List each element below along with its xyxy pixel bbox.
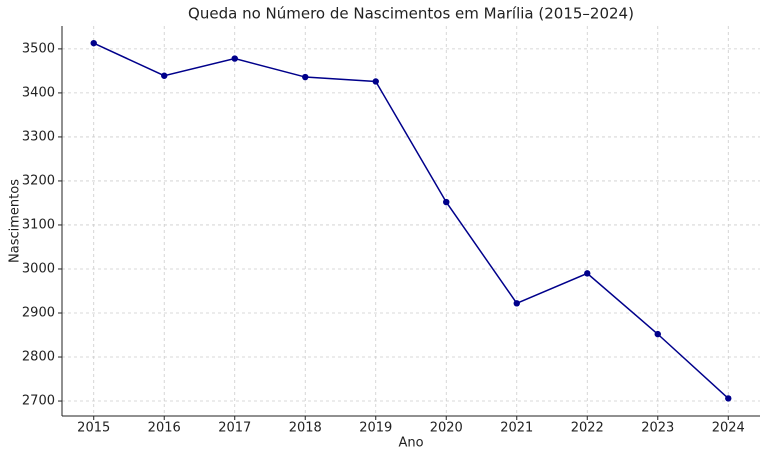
y-axis-label: Nascimentos bbox=[8, 179, 23, 263]
x-tick-label: 2020 bbox=[430, 421, 463, 436]
y-tick-label: 3400 bbox=[22, 85, 55, 100]
x-tick-label: 2019 bbox=[359, 421, 392, 436]
x-axis-label: Ano bbox=[398, 436, 423, 451]
data-point bbox=[161, 72, 168, 79]
y-tick-label: 2900 bbox=[22, 305, 55, 320]
data-point bbox=[443, 198, 450, 206]
y-tick-label: 2800 bbox=[22, 350, 55, 365]
y-tick-label: 3500 bbox=[22, 41, 55, 56]
data-point bbox=[90, 39, 97, 47]
x-tick-label: 2023 bbox=[641, 421, 674, 436]
y-tick-label: 3000 bbox=[22, 261, 55, 276]
y-tick-label: 3200 bbox=[22, 173, 55, 188]
data-point bbox=[513, 300, 520, 307]
x-tick-label: 2024 bbox=[712, 421, 745, 436]
x-tick-label: 2017 bbox=[218, 421, 251, 436]
y-tick-label: 3300 bbox=[22, 129, 55, 144]
data-point bbox=[302, 73, 309, 81]
data-point bbox=[372, 78, 379, 85]
chart-title: Queda no Número de Nascimentos em Maríli… bbox=[188, 5, 634, 23]
data-point bbox=[725, 395, 732, 402]
data-line bbox=[93, 42, 729, 399]
x-tick-label: 2015 bbox=[77, 421, 110, 436]
y-tick-label: 3100 bbox=[22, 217, 55, 232]
x-tick-label: 2022 bbox=[571, 421, 604, 436]
data-point bbox=[584, 270, 591, 277]
y-tick-label: 2700 bbox=[22, 394, 55, 409]
x-tick-label: 2018 bbox=[289, 421, 322, 436]
x-tick-label: 2016 bbox=[148, 421, 181, 436]
data-point bbox=[654, 330, 661, 338]
x-tick-label: 2021 bbox=[500, 421, 533, 436]
data-point bbox=[231, 55, 238, 62]
